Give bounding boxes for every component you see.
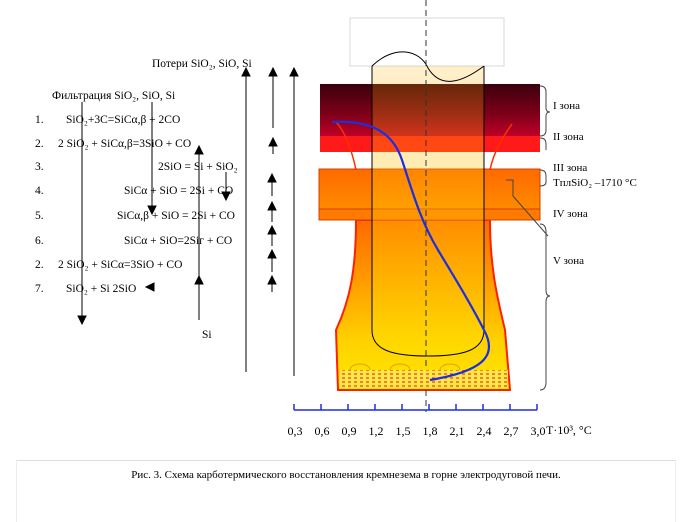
temperature-curve	[331, 120, 491, 382]
zone-bracket-5	[539, 223, 551, 391]
reaction-text: 2 SiO₂ + SiCα,β=3SiO + CO	[58, 138, 192, 150]
si-label: Si	[202, 329, 212, 341]
zone-3-label: III зона	[553, 162, 588, 174]
temperature-axis	[293, 404, 538, 411]
crucible-line-left	[335, 121, 357, 171]
axis-label: T·10³, °C	[546, 423, 592, 437]
zone-bracket-2	[539, 137, 547, 150]
reaction-arrows	[77, 66, 299, 376]
electrode	[371, 66, 485, 357]
electrode-tip-curve	[371, 51, 485, 82]
axis-tick: 2,4	[476, 424, 492, 438]
reaction-num: 1.	[35, 114, 44, 126]
melt-bubbles	[349, 363, 461, 371]
reaction-num: 2.	[35, 138, 44, 150]
reaction-num: 3.	[35, 161, 44, 173]
reaction-num: 6.	[35, 235, 44, 247]
zone-4-label: IV зона	[553, 208, 588, 220]
zone-1-label: I зона	[553, 100, 580, 112]
zone-bracket-3	[539, 169, 547, 187]
reaction-num: 2.	[35, 259, 44, 271]
zone-2-label: II зона	[553, 131, 584, 143]
melting-pointer	[506, 179, 549, 237]
electrode-top	[349, 17, 505, 67]
axis-tick: 0,9	[341, 424, 357, 438]
reaction-text: SiCα + SiO = 2Si + CO	[124, 185, 234, 197]
figure-caption: Рис. 3. Схема карботермического восстано…	[131, 469, 561, 481]
zone-bracket-1	[539, 85, 551, 137]
reaction-text: 2SiO = Si + SiO₂	[158, 161, 238, 173]
axis-tick: 2,1	[449, 424, 465, 438]
zone-5-label: V зона	[553, 255, 585, 267]
axis-tick: 1,2	[368, 424, 384, 438]
axis-tick: 2,7	[503, 424, 519, 438]
axis-tick: 0,6	[314, 424, 330, 438]
melt-layer	[340, 370, 508, 388]
axis-tick: 0,3	[287, 424, 303, 438]
losses-header: Потери SiO₂, SiO, Si	[152, 58, 252, 70]
reaction-text: SiO₂ + Si 2SiO	[66, 283, 137, 295]
reaction-num: 5.	[35, 210, 44, 222]
crucible-line-right	[489, 123, 513, 171]
filtration-header: Фильтрация SiO₂, SiO, Si	[52, 90, 176, 102]
axis-tick: 3,0	[530, 424, 546, 438]
reaction-num: 4.	[35, 185, 44, 197]
reaction-text: SiCα,β + SiO = 2Si + CO	[117, 210, 235, 222]
reaction-text: SiO₂+3C=SiCα,β + 2CO	[66, 114, 181, 126]
reaction-text: 2 SiO₂ + SiCα=3SiO + CO	[58, 259, 183, 271]
reaction-num: 7.	[35, 283, 44, 295]
melting-point-label: TплSiO₂ –1710 °C	[553, 177, 637, 189]
axis-tick: 1,8	[422, 424, 438, 438]
reaction-text: SiCα + SiO=2Siг + CO	[124, 235, 233, 247]
axis-tick: 1,5	[395, 424, 411, 438]
caption-box: Рис. 3. Схема карботермического восстано…	[16, 460, 676, 522]
